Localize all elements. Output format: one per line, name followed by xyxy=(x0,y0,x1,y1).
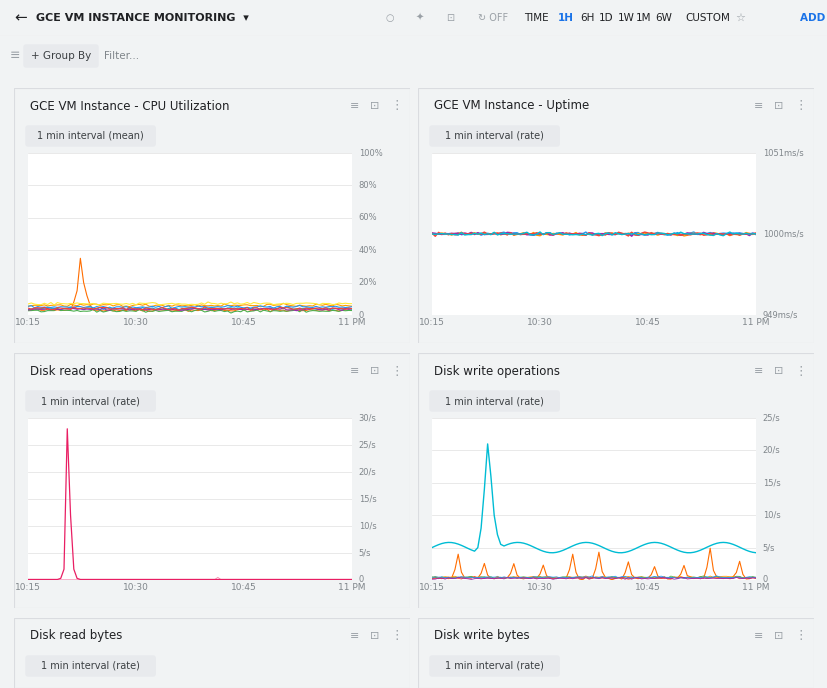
Text: ⋮: ⋮ xyxy=(390,365,402,378)
FancyBboxPatch shape xyxy=(24,45,98,67)
Text: 949ms/s: 949ms/s xyxy=(762,310,797,319)
Text: TIME: TIME xyxy=(523,13,548,23)
Text: ≡: ≡ xyxy=(10,50,21,63)
Text: 60%: 60% xyxy=(358,213,377,222)
Text: GCE VM INSTANCE MONITORING  ▾: GCE VM INSTANCE MONITORING ▾ xyxy=(36,13,249,23)
Text: 0: 0 xyxy=(358,310,363,319)
Text: ⋮: ⋮ xyxy=(390,630,402,643)
Text: ≡: ≡ xyxy=(753,366,762,376)
Text: ≡: ≡ xyxy=(753,631,762,641)
FancyBboxPatch shape xyxy=(429,656,558,676)
Text: ←: ← xyxy=(14,10,26,25)
Text: 10/s: 10/s xyxy=(762,510,779,519)
Text: 80%: 80% xyxy=(358,181,377,190)
Text: CUSTOM: CUSTOM xyxy=(684,13,729,23)
Text: 1H: 1H xyxy=(557,13,573,23)
Text: 1 min interval (rate): 1 min interval (rate) xyxy=(41,396,140,406)
Text: ⊡: ⊡ xyxy=(370,631,379,641)
Text: 30/s: 30/s xyxy=(358,413,376,422)
Text: 6W: 6W xyxy=(654,13,671,23)
Text: Filter...: Filter... xyxy=(104,51,139,61)
Text: GCE VM Instance - Uptime: GCE VM Instance - Uptime xyxy=(433,100,589,113)
Text: ⊡: ⊡ xyxy=(370,366,379,376)
Text: 0: 0 xyxy=(762,575,767,585)
Text: 1D: 1D xyxy=(598,13,613,23)
Text: ⋮: ⋮ xyxy=(390,100,402,113)
FancyBboxPatch shape xyxy=(26,656,155,676)
FancyBboxPatch shape xyxy=(429,391,558,411)
Text: 40%: 40% xyxy=(358,246,376,255)
Text: 1 min interval (rate): 1 min interval (rate) xyxy=(445,396,543,406)
Text: 15/s: 15/s xyxy=(358,495,376,504)
Text: ⋮: ⋮ xyxy=(793,365,805,378)
Text: ≡: ≡ xyxy=(350,101,359,111)
Text: 1 min interval (rate): 1 min interval (rate) xyxy=(445,131,543,141)
Text: ⋮: ⋮ xyxy=(793,630,805,643)
Text: 100%: 100% xyxy=(358,149,382,158)
Text: ○: ○ xyxy=(385,13,394,23)
Text: Disk write bytes: Disk write bytes xyxy=(433,630,529,643)
Text: Disk read bytes: Disk read bytes xyxy=(30,630,122,643)
Text: + Group By: + Group By xyxy=(31,51,91,61)
Text: 1 min interval (mean): 1 min interval (mean) xyxy=(37,131,144,141)
Text: 1051ms/s: 1051ms/s xyxy=(762,149,802,158)
Text: 25/s: 25/s xyxy=(762,413,779,422)
FancyBboxPatch shape xyxy=(26,126,155,146)
Text: ⊡: ⊡ xyxy=(773,366,782,376)
Text: 20/s: 20/s xyxy=(358,468,376,477)
Text: ⊡: ⊡ xyxy=(370,101,379,111)
Text: 5/s: 5/s xyxy=(358,548,370,557)
Text: GCE VM Instance - CPU Utilization: GCE VM Instance - CPU Utilization xyxy=(30,100,229,113)
FancyBboxPatch shape xyxy=(26,391,155,411)
Text: ✦: ✦ xyxy=(415,13,423,23)
Text: ADD CHART: ADD CHART xyxy=(799,13,827,23)
Text: 20/s: 20/s xyxy=(762,446,779,455)
Text: ≡: ≡ xyxy=(753,101,762,111)
Text: ⋮: ⋮ xyxy=(793,100,805,113)
Text: 20%: 20% xyxy=(358,278,376,287)
Text: 5/s: 5/s xyxy=(762,543,774,552)
Text: ≡: ≡ xyxy=(350,631,359,641)
Text: ☆: ☆ xyxy=(734,13,744,23)
Text: 1000ms/s: 1000ms/s xyxy=(762,230,802,239)
Text: 6H: 6H xyxy=(579,13,594,23)
Text: ⊡: ⊡ xyxy=(773,631,782,641)
Text: ≡: ≡ xyxy=(350,366,359,376)
Text: ↻ OFF: ↻ OFF xyxy=(477,13,508,23)
Text: Disk write operations: Disk write operations xyxy=(433,365,559,378)
Text: ⊡: ⊡ xyxy=(446,13,453,23)
Text: 1 min interval (rate): 1 min interval (rate) xyxy=(41,661,140,671)
Text: 25/s: 25/s xyxy=(358,440,376,449)
Text: 0: 0 xyxy=(358,575,363,585)
Text: ⊡: ⊡ xyxy=(773,101,782,111)
Text: 1W: 1W xyxy=(617,13,634,23)
Text: 15/s: 15/s xyxy=(762,478,779,487)
Text: Disk read operations: Disk read operations xyxy=(30,365,152,378)
Text: 10/s: 10/s xyxy=(358,522,376,530)
Text: 1M: 1M xyxy=(635,13,651,23)
Text: 1 min interval (rate): 1 min interval (rate) xyxy=(445,661,543,671)
FancyBboxPatch shape xyxy=(429,126,558,146)
